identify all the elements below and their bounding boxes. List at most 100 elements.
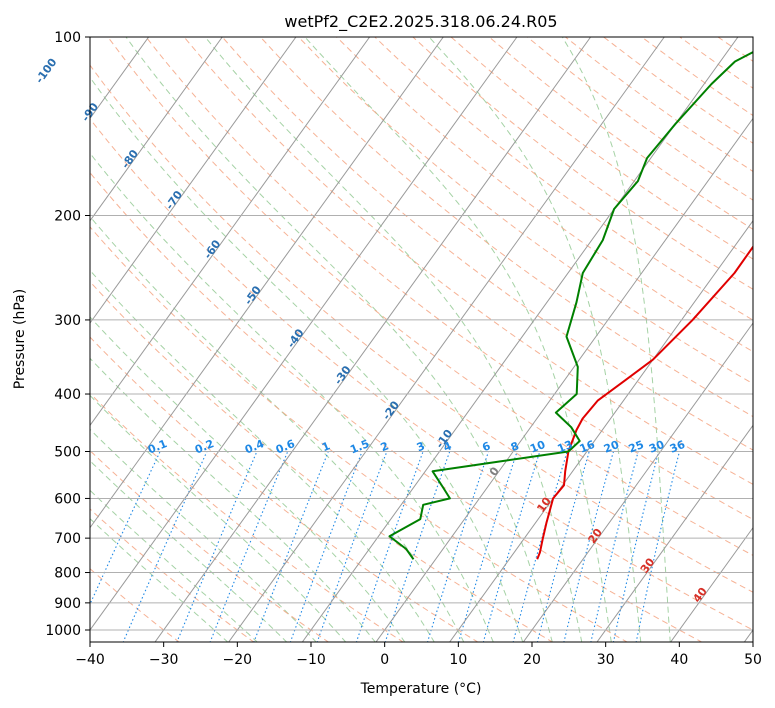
y-tick-label: 900 xyxy=(54,596,81,612)
x-tick-label: 40 xyxy=(670,652,688,668)
isotherm xyxy=(375,117,753,642)
dry-adiabat xyxy=(374,37,753,321)
y-tick-label: 400 xyxy=(54,387,81,403)
overlay-labels: -100-90-80-70-60-50-40-30-20-10010203040… xyxy=(33,56,710,605)
moist-adiabat xyxy=(561,37,671,642)
x-tick-label: −30 xyxy=(149,652,179,668)
mixing-ratio-label: 2 xyxy=(379,439,391,454)
dry-adiabat xyxy=(221,37,753,451)
y-tick-label: 100 xyxy=(54,30,81,46)
isotherm xyxy=(301,37,739,642)
isotherm-label: -60 xyxy=(201,237,223,261)
x-axis-label: Temperature (°C) xyxy=(360,681,482,697)
isotherm xyxy=(522,322,753,642)
pressure-gridlines xyxy=(90,37,753,631)
dewpoint-line xyxy=(388,51,753,560)
mixing-ratio-line xyxy=(635,451,680,642)
moist-adiabat xyxy=(125,37,553,642)
dry-adiabat xyxy=(90,64,753,593)
upper-isotherm-label: 20 xyxy=(586,526,606,546)
mixing-ratio-label: 0.4 xyxy=(243,437,266,456)
isotherm xyxy=(228,37,665,642)
mixing-ratio-line xyxy=(316,451,388,642)
temperature-line xyxy=(536,245,753,560)
upper-isotherm-label: 0 xyxy=(487,464,502,478)
plot-area xyxy=(0,37,753,643)
mixing-ratio-label: 0.2 xyxy=(193,437,216,456)
mixing-ratio-label: 0.6 xyxy=(274,437,297,456)
y-tick-label: 500 xyxy=(54,444,81,460)
moist-adiabat xyxy=(90,357,376,642)
dry-adiabat xyxy=(260,37,753,418)
mixing-ratio-label: 30 xyxy=(647,438,666,456)
moist-adiabats xyxy=(90,37,671,642)
mixing-ratio-line xyxy=(122,451,208,642)
dry-adiabat xyxy=(90,171,703,642)
y-tick-label: 700 xyxy=(54,531,81,547)
isotherm-label: -80 xyxy=(119,147,141,171)
y-tick-label: 300 xyxy=(54,313,81,329)
moist-adiabat xyxy=(90,460,288,642)
dry-adiabat xyxy=(90,449,330,642)
upper-isotherm-label: 40 xyxy=(690,585,710,605)
moist-adiabat xyxy=(90,215,465,642)
dry-adiabat xyxy=(90,280,554,642)
dry-adiabat xyxy=(107,37,753,556)
isotherm xyxy=(90,37,371,427)
mixing-ratio-line xyxy=(176,451,258,642)
isotherm xyxy=(0,37,1,643)
mixing-ratio-label: 4 xyxy=(441,439,453,454)
isotherm-label: -40 xyxy=(285,326,307,350)
mixing-ratio-label: 1.5 xyxy=(348,437,371,456)
x-tick-label: 20 xyxy=(523,652,541,668)
x-axis-ticks: −40 −30 −20 −10 0 10 20 30 40 50 xyxy=(75,642,762,668)
mixing-ratio-label: 0.1 xyxy=(146,437,169,456)
moist-adiabat xyxy=(90,394,347,642)
x-tick-label: 30 xyxy=(597,652,615,668)
mixing-ratio-line xyxy=(253,451,329,642)
isotherm xyxy=(154,37,592,642)
moist-adiabat xyxy=(90,428,317,642)
moist-adiabat xyxy=(90,269,435,642)
mixing-ratio-label: 13 xyxy=(555,438,574,456)
moist-adiabat xyxy=(304,37,612,642)
mixing-ratio-line xyxy=(612,451,660,642)
mixing-ratio-line xyxy=(384,451,451,642)
mixing-ratio-label: 6 xyxy=(480,439,492,454)
mixing-ratio-label: 25 xyxy=(627,438,646,456)
dry-adiabat xyxy=(90,508,255,642)
mixing-ratio-label: 20 xyxy=(602,438,621,456)
isotherm xyxy=(90,37,223,222)
dry-adiabat xyxy=(90,336,479,642)
mixing-ratio-label: 1 xyxy=(320,439,332,454)
x-tick-label: 10 xyxy=(449,652,467,668)
mixing-ratio-line xyxy=(289,451,363,642)
isotherm-label: -30 xyxy=(332,363,354,387)
moist-adiabat xyxy=(90,518,229,642)
dry-adiabat xyxy=(90,392,404,642)
dry-adiabat xyxy=(450,37,753,260)
dry-adiabat xyxy=(526,37,753,201)
moist-adiabat xyxy=(90,76,524,642)
mixing-ratio-line xyxy=(482,451,541,642)
moist-adiabat xyxy=(428,37,642,642)
mixing-ratio-lines xyxy=(90,451,680,642)
isotherm xyxy=(90,37,518,631)
y-tick-label: 200 xyxy=(54,209,81,225)
isotherm xyxy=(449,219,753,642)
x-tick-label: −10 xyxy=(296,652,326,668)
mixing-ratio-label: 8 xyxy=(509,439,521,454)
moist-adiabat xyxy=(90,316,406,642)
mixing-ratio-line xyxy=(426,451,490,642)
x-tick-label: 50 xyxy=(744,652,762,668)
isotherm-label: -100 xyxy=(33,56,60,86)
y-tick-label: 600 xyxy=(54,491,81,507)
dry-adiabat xyxy=(145,37,753,521)
y-axis-label: Pressure (hPa) xyxy=(12,289,28,389)
isotherm xyxy=(743,629,753,642)
mixing-ratio-line xyxy=(536,451,590,642)
mixing-ratio-line xyxy=(458,451,518,642)
mixing-ratio-label: 16 xyxy=(578,438,597,456)
mixing-ratio-line xyxy=(590,451,639,642)
mixing-ratio-line xyxy=(512,451,568,642)
